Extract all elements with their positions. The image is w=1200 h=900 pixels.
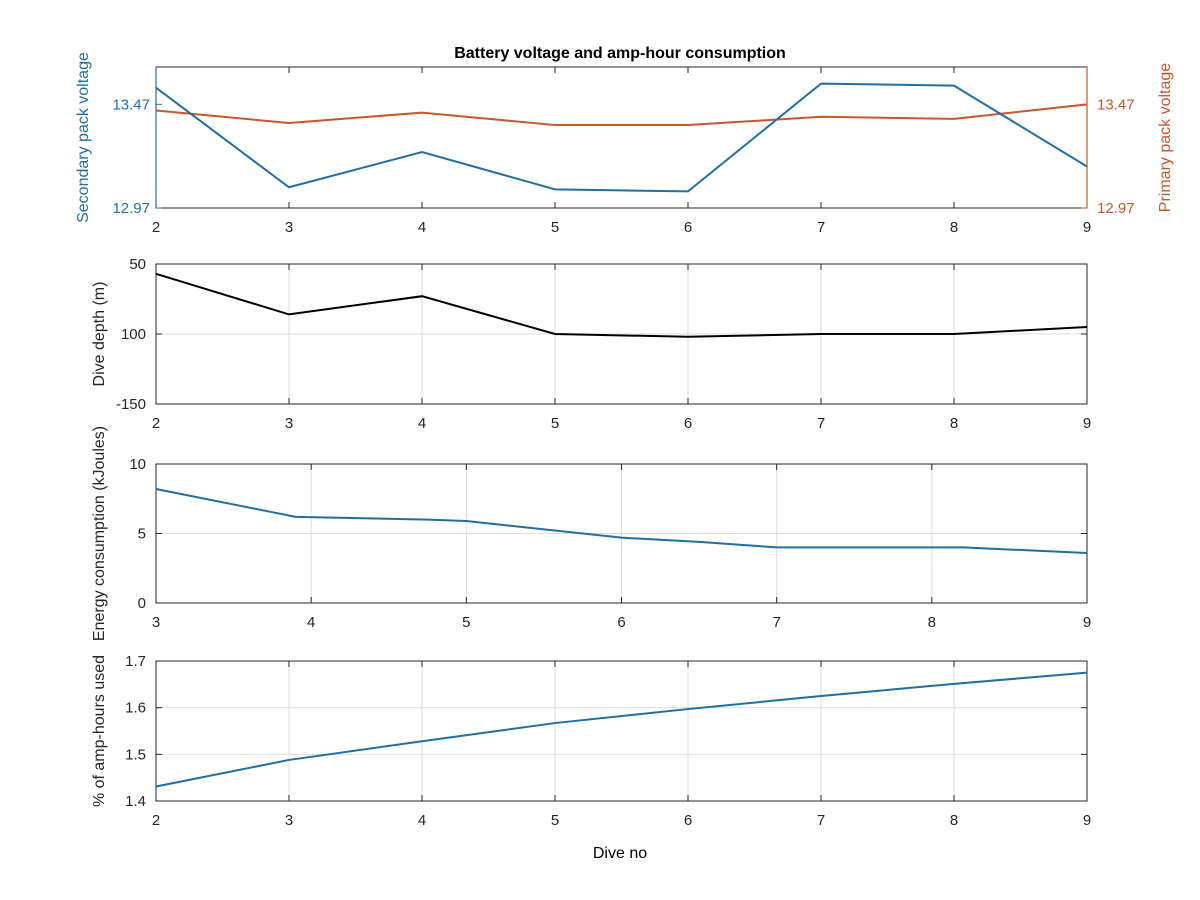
y-right-tick-label-0: 12.97 — [1097, 200, 1135, 217]
y-axis-label: Energy consumption (kJoules) — [91, 426, 108, 641]
x-tick-label-5: 5 — [462, 614, 470, 631]
x-tick-label-5: 5 — [551, 812, 559, 829]
y-tick-label-2: -150 — [116, 396, 146, 413]
chart-title: Battery voltage and amp-hour consumption — [454, 45, 786, 62]
x-tick-label-6: 6 — [684, 219, 692, 236]
y-tick-label-0: 0 — [138, 595, 146, 612]
x-tick-label-4: 4 — [307, 614, 315, 631]
y-left-tick-label-0: 12.97 — [112, 200, 150, 217]
x-tick-label-2: 2 — [152, 219, 160, 236]
x-tick-label-7: 7 — [817, 219, 825, 236]
x-tick-label-9: 9 — [1083, 812, 1091, 829]
series-secondary-pack-voltage — [155, 82, 1088, 193]
x-tick-label-9: 9 — [1083, 415, 1091, 432]
subplot-1: 2 3 4 5 6 7 8 9 12.97 13.47 12.97 13.47 Secondary pa… — [75, 52, 1174, 236]
series-line-1 — [155, 272, 1088, 338]
x-tick-label-2: 2 — [152, 415, 160, 432]
series-primary-pack-voltage — [155, 103, 1088, 127]
y-tick-label-0: 50 — [129, 256, 146, 273]
x-tick-label-8: 8 — [950, 219, 958, 236]
x-tick-label-8: 8 — [950, 812, 958, 829]
x-tick-label-3: 3 — [152, 614, 160, 631]
x-tick-label-7: 7 — [772, 614, 780, 631]
axes-box — [155, 660, 1088, 802]
y-axis-label: Dive depth (m) — [91, 282, 108, 387]
x-tick-label-5: 5 — [551, 219, 559, 236]
x-tick-label-8: 8 — [950, 415, 958, 432]
x-tick-label-3: 3 — [285, 812, 293, 829]
x-tick-label-6: 6 — [684, 415, 692, 432]
x-tick-label-8: 8 — [928, 614, 936, 631]
x-tick-label-4: 4 — [418, 219, 426, 236]
x-tick-label-3: 3 — [285, 415, 293, 432]
y-tick-label-2: 1.6 — [125, 700, 146, 717]
x-tick-label-9: 9 — [1083, 219, 1091, 236]
x-tick-label-7: 7 — [817, 415, 825, 432]
y-axis-label: % of amp-hours used — [91, 655, 108, 807]
y-tick-label-2: 10 — [129, 456, 146, 473]
series-line-1 — [155, 671, 1088, 788]
subplot-3: 3 4 5 6 7 8 9 0 5 10 Energy consumption (kJoules) — [91, 426, 1091, 641]
series-line-1 — [155, 488, 1088, 554]
y-tick-label-1: 1.5 — [125, 746, 146, 763]
y-right-label: Primary pack voltage — [1157, 63, 1174, 212]
y-right-tick-label-1: 13.47 — [1097, 96, 1135, 113]
subplot-4: 2 3 4 5 6 7 8 9 1.4 1.5 1.6 1.7 % of amp-hours used — [91, 653, 1091, 829]
plots: 2 3 4 5 6 7 8 9 12.97 13.47 12.97 13.47 Secondary pa… — [75, 52, 1174, 829]
x-tick-label-4: 4 — [418, 415, 426, 432]
y-left-label: Secondary pack voltage — [75, 52, 92, 223]
x-tick-label-2: 2 — [152, 812, 160, 829]
x-tick-label-5: 5 — [551, 415, 559, 432]
x-tick-label-9: 9 — [1083, 614, 1091, 631]
y-tick-label-0: 1.4 — [125, 793, 146, 810]
x-tick-label-3: 3 — [285, 219, 293, 236]
y-tick-label-1: 100 — [121, 326, 146, 343]
subplot-2: 2 3 4 5 6 7 8 9 50 100 -150 Dive depth (m) — [91, 256, 1091, 432]
y-tick-label-1: 5 — [138, 526, 146, 543]
x-tick-label-7: 7 — [817, 812, 825, 829]
x-tick-label-6: 6 — [617, 614, 625, 631]
x-tick-label-6: 6 — [684, 812, 692, 829]
y-tick-label-3: 1.7 — [125, 653, 146, 670]
y-left-tick-label-1: 13.47 — [112, 96, 150, 113]
axes-box — [155, 66, 1088, 209]
x-axis-label: Dive no — [593, 845, 647, 862]
x-tick-label-4: 4 — [418, 812, 426, 829]
